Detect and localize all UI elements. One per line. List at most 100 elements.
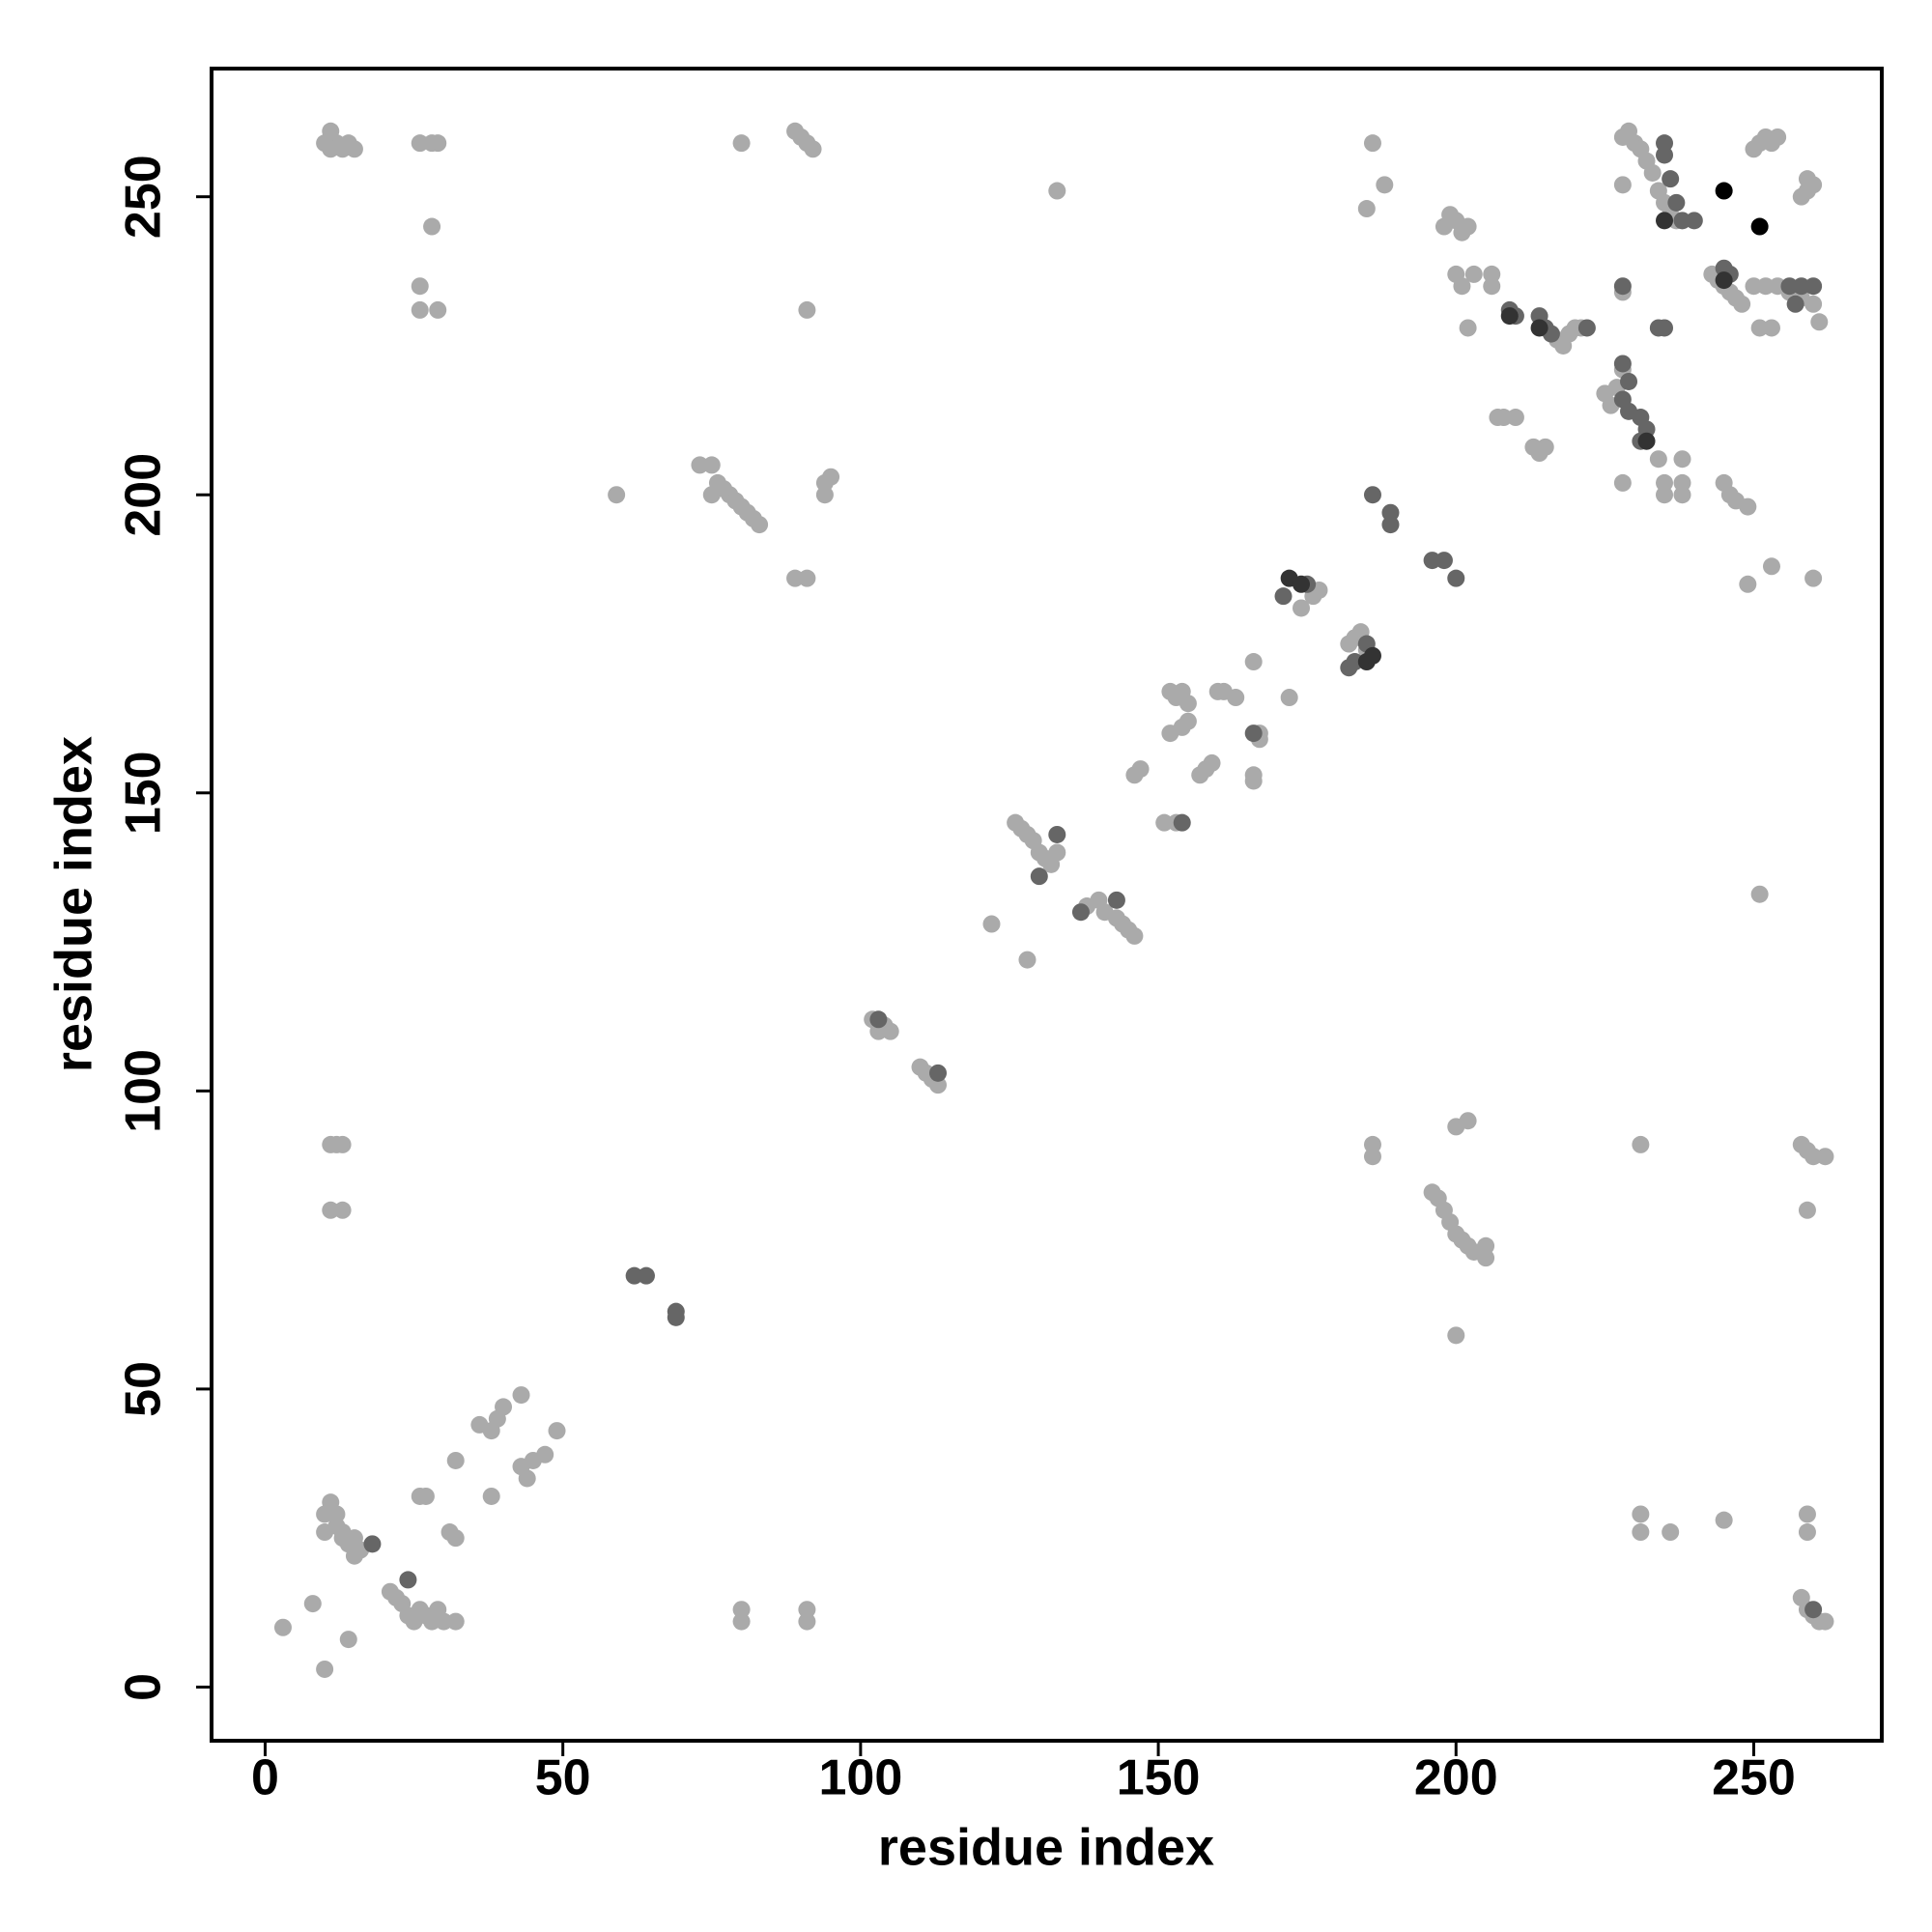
y-tick-label: 50 [116,1361,172,1417]
contact-point [1786,295,1804,313]
contact-point [411,300,429,319]
contact-point [1656,486,1674,504]
contact-point [1804,277,1823,296]
contact-point [327,1505,346,1523]
contact-point [637,1266,655,1285]
contact-point [1530,319,1548,337]
contact-point [1662,1523,1680,1542]
contact-point [1656,319,1674,337]
contact-point [1506,409,1524,427]
contact-point [273,1618,292,1636]
contact-point [1244,772,1263,790]
contact-point [751,516,769,534]
contact-point [1357,200,1376,218]
contact-point [303,1595,322,1613]
contact-point [1483,277,1501,296]
contact-point [732,1612,751,1631]
contact-point [429,300,447,319]
contact-point [333,1201,352,1219]
contact-point [1244,724,1263,743]
contact-point [1363,646,1381,665]
contact-point [798,1612,816,1631]
y-tick-label: 200 [116,453,172,537]
contact-point [1107,891,1125,909]
contact-point [667,1308,685,1326]
contact-point [1756,277,1775,296]
contact-point [1792,187,1810,206]
x-tick-label: 250 [1712,1750,1796,1806]
contact-point [1293,575,1311,593]
contact-point [1733,295,1751,313]
contact-point [702,456,721,474]
contact-point [446,1451,465,1469]
contact-point [1244,653,1263,671]
contact-point [1632,1523,1650,1542]
contact-point [702,486,721,504]
contact-point [1816,1612,1834,1631]
contact-point [435,1612,453,1631]
contact-point [1750,885,1769,903]
x-axis-title: residue index [878,1818,1214,1876]
contact-point [1750,319,1769,337]
contact-point [411,277,429,296]
contact-point [1274,587,1293,606]
contact-point [732,134,751,153]
contact-point [1673,212,1691,230]
contact-point [548,1422,566,1440]
contact-point [1762,319,1780,337]
contact-point [798,1601,816,1619]
contact-point [798,569,816,587]
contact-point [1739,497,1757,516]
contact-point [1459,319,1477,337]
contact-point [1762,557,1780,576]
x-tick-label: 50 [535,1750,591,1806]
contact-point [1685,212,1703,230]
contact-point [1173,813,1191,832]
contact-point [1280,689,1298,707]
contact-point [363,1535,382,1553]
contact-point [333,1135,352,1153]
contact-point [1673,450,1691,469]
contact-point [1715,182,1733,200]
contact-point [1203,753,1221,772]
contact-point [1048,182,1066,200]
contact-point [1048,843,1066,862]
contact-point [815,473,834,492]
x-tick-label: 0 [251,1750,279,1806]
contact-point [399,1571,417,1589]
contact-point [1071,903,1090,922]
contact-point [1662,170,1680,188]
contact-point [869,1010,888,1029]
contact-point [1524,438,1543,456]
contact-point [1494,409,1513,427]
y-tick-label: 0 [116,1673,172,1701]
contact-point [625,1266,643,1285]
contact-point [423,217,441,236]
contact-point [1620,372,1638,390]
contact-point [1637,432,1656,450]
contact-point [1363,1148,1381,1166]
contact-point [1048,825,1066,843]
contact-point [446,1612,465,1631]
contact-point [1459,1112,1477,1130]
contact-point [1715,1511,1733,1529]
contact-point [1667,193,1686,212]
x-tick-label: 100 [818,1750,902,1806]
contact-point [815,486,834,504]
contact-point [416,1487,435,1505]
contact-point [1656,212,1674,230]
contact-point [1804,295,1823,313]
contact-point [1673,473,1691,492]
contact-point [1745,277,1763,296]
x-tick-label: 200 [1414,1750,1498,1806]
contact-point [1363,134,1381,153]
contact-point [518,1469,536,1488]
contact-point [1423,552,1441,570]
contact-point [1798,1505,1816,1523]
contact-point [1381,516,1400,534]
contact-point [1613,277,1632,296]
y-axis-title: residue index [44,736,102,1072]
contact-point [1656,146,1674,164]
